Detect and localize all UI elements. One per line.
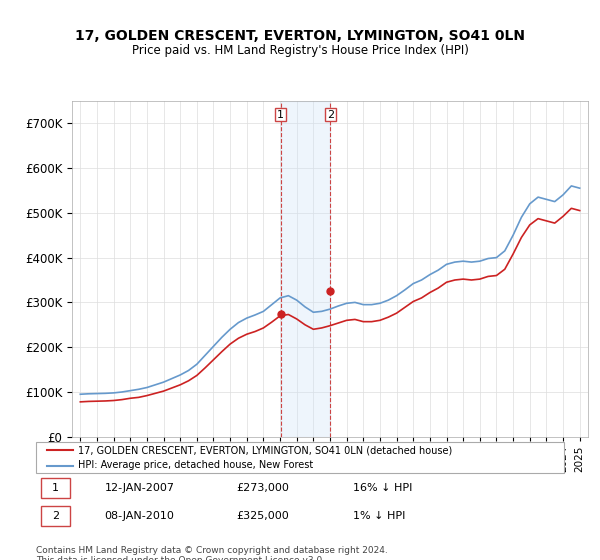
Text: HPI: Average price, detached house, New Forest: HPI: Average price, detached house, New … xyxy=(78,460,313,470)
Text: 12-JAN-2007: 12-JAN-2007 xyxy=(104,483,175,493)
Text: £325,000: £325,000 xyxy=(236,511,289,521)
FancyBboxPatch shape xyxy=(41,478,70,498)
Text: 2: 2 xyxy=(52,511,59,521)
Bar xyxy=(281,101,331,437)
Text: 1: 1 xyxy=(52,483,59,493)
Text: Contains HM Land Registry data © Crown copyright and database right 2024.
This d: Contains HM Land Registry data © Crown c… xyxy=(36,546,388,560)
Text: 1% ↓ HPI: 1% ↓ HPI xyxy=(353,511,405,521)
Text: 08-JAN-2010: 08-JAN-2010 xyxy=(104,511,175,521)
Text: 2: 2 xyxy=(327,110,334,120)
Text: 1: 1 xyxy=(277,110,284,120)
Text: Price paid vs. HM Land Registry's House Price Index (HPI): Price paid vs. HM Land Registry's House … xyxy=(131,44,469,57)
FancyBboxPatch shape xyxy=(36,442,564,473)
Text: 16% ↓ HPI: 16% ↓ HPI xyxy=(353,483,412,493)
FancyBboxPatch shape xyxy=(41,506,70,526)
Text: 17, GOLDEN CRESCENT, EVERTON, LYMINGTON, SO41 0LN (detached house): 17, GOLDEN CRESCENT, EVERTON, LYMINGTON,… xyxy=(78,445,452,455)
Text: £273,000: £273,000 xyxy=(236,483,290,493)
Text: 17, GOLDEN CRESCENT, EVERTON, LYMINGTON, SO41 0LN: 17, GOLDEN CRESCENT, EVERTON, LYMINGTON,… xyxy=(75,29,525,44)
